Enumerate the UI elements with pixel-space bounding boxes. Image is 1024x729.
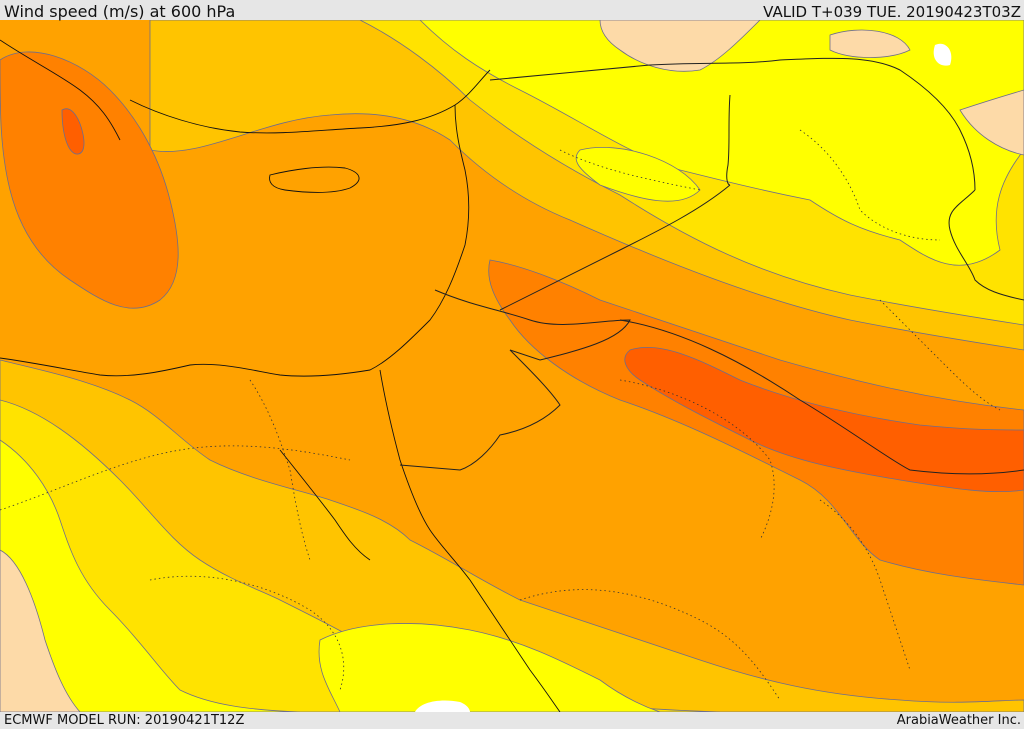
map-canvas [0, 20, 1024, 712]
coastline-aegean [0, 39, 121, 141]
mask-south [415, 700, 470, 712]
header-bar: Wind speed (m/s) at 600 hPa VALID T+039 … [0, 0, 1024, 21]
field-palest-north-2 [829, 29, 911, 58]
field-palest-north [599, 20, 761, 72]
border-iraq-iran [948, 189, 1024, 301]
coastline-cyprus [269, 166, 360, 193]
field-dark-orange-west [61, 108, 85, 155]
coastline-turkey [129, 69, 491, 134]
coastline-suez [279, 449, 371, 561]
border-saudi-jordan [399, 349, 561, 471]
admin-boundaries [0, 129, 1001, 701]
field-yellow-north [419, 20, 1024, 266]
field-yellow-south-east [318, 623, 661, 712]
wind-speed-map[interactable] [0, 20, 1024, 712]
border-syria-iraq [726, 94, 731, 186]
coastline-med [0, 104, 470, 377]
field-yellow-north-inner [575, 147, 701, 202]
field-yellow-south [0, 439, 301, 712]
coastline-red-sea [379, 369, 561, 712]
footer-bar: ECMWF MODEL RUN: 20190421T12Z ArabiaWeat… [0, 712, 1024, 729]
border-syria-turkey [489, 57, 976, 191]
field-orange-west [0, 51, 179, 309]
border-saudi-iraq [619, 319, 1024, 475]
mask-north-east [933, 43, 952, 66]
map-title: Wind speed (m/s) at 600 hPa [4, 2, 236, 21]
border-jordan-iraq [499, 184, 731, 311]
field-palest-south-west [0, 549, 81, 712]
model-run-label: ECMWF MODEL RUN: 20190421T12Z [4, 713, 245, 728]
valid-time: VALID T+039 TUE. 20190423T03Z [763, 3, 1021, 21]
field-dark-orange-jet [624, 346, 1024, 493]
field-palest-north-east [959, 89, 1024, 156]
border-jordan [434, 289, 631, 361]
credit-label: ArabiaWeather Inc. [896, 713, 1021, 728]
